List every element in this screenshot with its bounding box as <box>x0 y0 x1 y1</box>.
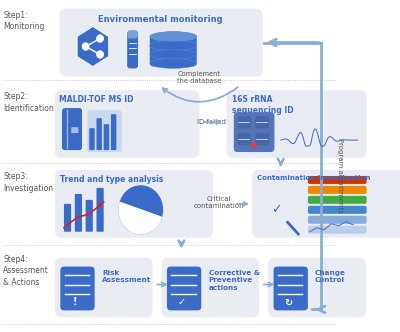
Text: ID failed: ID failed <box>197 119 226 125</box>
FancyBboxPatch shape <box>96 118 102 150</box>
Polygon shape <box>77 27 108 66</box>
FancyBboxPatch shape <box>55 170 213 238</box>
Circle shape <box>119 186 162 234</box>
FancyBboxPatch shape <box>167 267 201 310</box>
FancyBboxPatch shape <box>256 116 269 128</box>
FancyBboxPatch shape <box>308 196 367 204</box>
Text: Step3:
Investigation: Step3: Investigation <box>4 172 54 193</box>
FancyBboxPatch shape <box>127 31 138 68</box>
FancyBboxPatch shape <box>111 114 116 150</box>
FancyBboxPatch shape <box>308 206 367 214</box>
Text: ✓: ✓ <box>177 297 186 307</box>
Ellipse shape <box>150 49 197 59</box>
FancyBboxPatch shape <box>60 9 263 76</box>
Text: ✓: ✓ <box>271 203 282 216</box>
FancyBboxPatch shape <box>86 200 93 232</box>
Text: Environmental monitoring: Environmental monitoring <box>98 15 223 24</box>
FancyBboxPatch shape <box>308 216 367 224</box>
FancyBboxPatch shape <box>71 127 78 133</box>
FancyBboxPatch shape <box>89 128 95 150</box>
Text: Critical
contamination: Critical contamination <box>194 196 245 209</box>
Text: 16S rRNA
sequencing ID: 16S rRNA sequencing ID <box>232 95 294 116</box>
Circle shape <box>97 35 103 42</box>
Text: Trend and type analysis: Trend and type analysis <box>60 175 164 184</box>
FancyBboxPatch shape <box>274 267 308 310</box>
FancyBboxPatch shape <box>162 258 259 317</box>
Circle shape <box>82 43 89 50</box>
FancyBboxPatch shape <box>62 108 82 150</box>
Text: Step1:
Monitoring: Step1: Monitoring <box>4 11 45 32</box>
Text: Change
Control: Change Control <box>315 270 346 283</box>
FancyBboxPatch shape <box>308 176 367 184</box>
FancyBboxPatch shape <box>55 258 152 317</box>
FancyBboxPatch shape <box>111 114 116 150</box>
FancyBboxPatch shape <box>89 128 95 150</box>
Text: ↻: ↻ <box>284 297 292 307</box>
FancyBboxPatch shape <box>268 258 366 317</box>
FancyBboxPatch shape <box>150 35 197 66</box>
Text: !: ! <box>72 297 77 307</box>
FancyBboxPatch shape <box>256 133 269 145</box>
Circle shape <box>252 143 256 148</box>
FancyBboxPatch shape <box>238 116 251 128</box>
Text: Step2:
Identification: Step2: Identification <box>4 92 54 113</box>
Ellipse shape <box>150 41 197 50</box>
FancyBboxPatch shape <box>104 124 109 150</box>
Circle shape <box>97 51 103 58</box>
Text: Complement
the database: Complement the database <box>177 71 222 84</box>
Ellipse shape <box>150 32 197 42</box>
FancyBboxPatch shape <box>308 186 367 194</box>
Ellipse shape <box>150 58 197 68</box>
Polygon shape <box>119 203 161 234</box>
Ellipse shape <box>150 32 197 42</box>
FancyBboxPatch shape <box>127 31 138 39</box>
Text: Risk
Assessment: Risk Assessment <box>102 270 151 283</box>
FancyBboxPatch shape <box>226 90 367 158</box>
FancyBboxPatch shape <box>64 204 71 232</box>
FancyBboxPatch shape <box>96 118 102 150</box>
FancyBboxPatch shape <box>234 112 274 152</box>
FancyBboxPatch shape <box>252 170 400 238</box>
Text: Program adjustments: Program adjustments <box>336 137 342 212</box>
FancyBboxPatch shape <box>238 133 251 145</box>
Text: Contamination Investigation: Contamination Investigation <box>257 175 371 181</box>
FancyBboxPatch shape <box>96 188 104 232</box>
FancyBboxPatch shape <box>55 90 200 158</box>
FancyBboxPatch shape <box>75 194 82 232</box>
Text: Corrective &
Preventive
actions: Corrective & Preventive actions <box>208 270 260 290</box>
FancyBboxPatch shape <box>308 226 367 234</box>
Text: MALDI-TOF MS ID: MALDI-TOF MS ID <box>60 95 134 104</box>
FancyBboxPatch shape <box>62 108 82 150</box>
FancyBboxPatch shape <box>60 267 95 310</box>
FancyBboxPatch shape <box>104 124 109 150</box>
Text: Step4:
Assessment
& Actions: Step4: Assessment & Actions <box>4 255 49 287</box>
FancyBboxPatch shape <box>88 110 122 152</box>
